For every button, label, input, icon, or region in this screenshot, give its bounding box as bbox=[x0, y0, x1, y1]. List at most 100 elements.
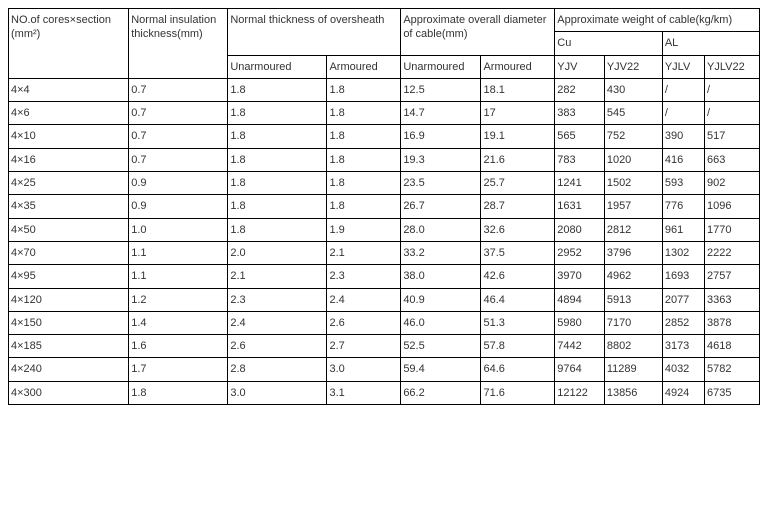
cell: 2.0 bbox=[228, 241, 327, 264]
cell: 13856 bbox=[604, 381, 662, 404]
cell: 1.6 bbox=[129, 335, 228, 358]
col-cu: Cu bbox=[555, 32, 663, 55]
col-weight: Approximate weight of cable(kg/km) bbox=[555, 9, 760, 32]
cell: 1.8 bbox=[228, 218, 327, 241]
cell: 3878 bbox=[705, 311, 760, 334]
cell: 4×95 bbox=[9, 265, 129, 288]
cell: 7442 bbox=[555, 335, 605, 358]
table-row: 4×951.12.12.338.042.63970496216932757 bbox=[9, 265, 760, 288]
cell: 1.8 bbox=[129, 381, 228, 404]
cell: 517 bbox=[705, 125, 760, 148]
col-yjv: YJV bbox=[555, 55, 605, 78]
cell: 19.1 bbox=[481, 125, 555, 148]
cell: / bbox=[705, 102, 760, 125]
col-yjlv: YJLV bbox=[662, 55, 704, 78]
cell: 40.9 bbox=[401, 288, 481, 311]
cell: 4962 bbox=[604, 265, 662, 288]
table-row: 4×3001.83.03.166.271.6121221385649246735 bbox=[9, 381, 760, 404]
cell: 2.4 bbox=[228, 311, 327, 334]
cell: 2.1 bbox=[327, 241, 401, 264]
cell: 1.8 bbox=[327, 172, 401, 195]
cell: 0.7 bbox=[129, 148, 228, 171]
cell: 1020 bbox=[604, 148, 662, 171]
cell: 4×185 bbox=[9, 335, 129, 358]
cell: 59.4 bbox=[401, 358, 481, 381]
cell: 71.6 bbox=[481, 381, 555, 404]
col-insulation: Normal insulation thickness(mm) bbox=[129, 9, 228, 79]
col-ovs-unarm: Unarmoured bbox=[228, 55, 327, 78]
cell: 18.1 bbox=[481, 78, 555, 101]
cell: 783 bbox=[555, 148, 605, 171]
cell: 752 bbox=[604, 125, 662, 148]
cell: 4×25 bbox=[9, 172, 129, 195]
cell: 1.8 bbox=[327, 102, 401, 125]
cell: 1241 bbox=[555, 172, 605, 195]
cell: 3.1 bbox=[327, 381, 401, 404]
cell: 545 bbox=[604, 102, 662, 125]
cable-spec-table: NO.of cores×section (mm²) Normal insulat… bbox=[8, 8, 760, 405]
col-ovs-arm: Armoured bbox=[327, 55, 401, 78]
cell: 52.5 bbox=[401, 335, 481, 358]
cell: 4×10 bbox=[9, 125, 129, 148]
cell: 4×240 bbox=[9, 358, 129, 381]
cell: 1502 bbox=[604, 172, 662, 195]
cell: 1631 bbox=[555, 195, 605, 218]
cell: 5782 bbox=[705, 358, 760, 381]
col-oversheath: Normal thickness of oversheath bbox=[228, 9, 401, 56]
cell: / bbox=[705, 78, 760, 101]
cell: 17 bbox=[481, 102, 555, 125]
cell: 4×120 bbox=[9, 288, 129, 311]
cell: 64.6 bbox=[481, 358, 555, 381]
table-row: 4×100.71.81.816.919.1565752390517 bbox=[9, 125, 760, 148]
cell: 1.8 bbox=[327, 78, 401, 101]
cell: 28.0 bbox=[401, 218, 481, 241]
cell: 19.3 bbox=[401, 148, 481, 171]
cell: 3.0 bbox=[228, 381, 327, 404]
cell: 4×16 bbox=[9, 148, 129, 171]
col-diameter: Approximate overall diameter of cable(mm… bbox=[401, 9, 555, 56]
cell: 2.8 bbox=[228, 358, 327, 381]
cell: 1.8 bbox=[327, 195, 401, 218]
cell: 6735 bbox=[705, 381, 760, 404]
table-row: 4×1201.22.32.440.946.44894591320773363 bbox=[9, 288, 760, 311]
cell: 1.4 bbox=[129, 311, 228, 334]
cell: 4×4 bbox=[9, 78, 129, 101]
cell: 3173 bbox=[662, 335, 704, 358]
col-yjlv22: YJLV22 bbox=[705, 55, 760, 78]
cell: 33.2 bbox=[401, 241, 481, 264]
cell: 46.0 bbox=[401, 311, 481, 334]
table-row: 4×40.71.81.812.518.1282430// bbox=[9, 78, 760, 101]
cell: 1.8 bbox=[228, 195, 327, 218]
cell: 32.6 bbox=[481, 218, 555, 241]
cell: 3363 bbox=[705, 288, 760, 311]
cell: 4×50 bbox=[9, 218, 129, 241]
cell: 2757 bbox=[705, 265, 760, 288]
cell: 21.6 bbox=[481, 148, 555, 171]
cell: 902 bbox=[705, 172, 760, 195]
cell: 1.8 bbox=[228, 102, 327, 125]
cell: 4924 bbox=[662, 381, 704, 404]
cell: 2.7 bbox=[327, 335, 401, 358]
cell: 2.4 bbox=[327, 288, 401, 311]
cell: 4×35 bbox=[9, 195, 129, 218]
cell: 961 bbox=[662, 218, 704, 241]
cell: 4×70 bbox=[9, 241, 129, 264]
cell: 28.7 bbox=[481, 195, 555, 218]
cell: 2080 bbox=[555, 218, 605, 241]
cell: 1.1 bbox=[129, 241, 228, 264]
cell: 663 bbox=[705, 148, 760, 171]
table-row: 4×60.71.81.814.717383545// bbox=[9, 102, 760, 125]
col-dia-unarm: Unarmoured bbox=[401, 55, 481, 78]
cell: 12122 bbox=[555, 381, 605, 404]
cell: 282 bbox=[555, 78, 605, 101]
table-row: 4×2401.72.83.059.464.697641128940325782 bbox=[9, 358, 760, 381]
cell: 2.3 bbox=[228, 288, 327, 311]
cell: 3970 bbox=[555, 265, 605, 288]
cell: 1.8 bbox=[228, 148, 327, 171]
cell: 2.1 bbox=[228, 265, 327, 288]
cell: 1.7 bbox=[129, 358, 228, 381]
cell: 12.5 bbox=[401, 78, 481, 101]
cell: 42.6 bbox=[481, 265, 555, 288]
cell: 1.8 bbox=[327, 125, 401, 148]
col-al: AL bbox=[662, 32, 759, 55]
